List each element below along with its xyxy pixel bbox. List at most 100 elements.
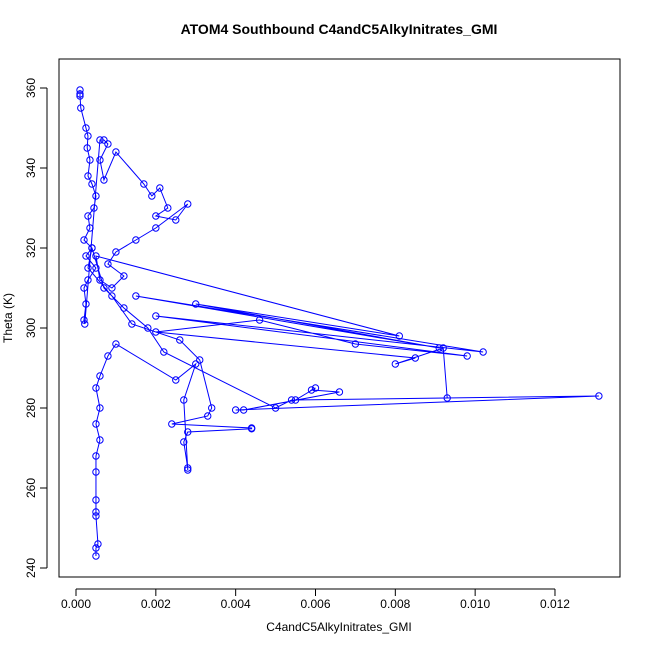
data-point — [100, 176, 108, 184]
data-point — [204, 412, 212, 420]
data-point — [96, 156, 104, 164]
data-point — [168, 420, 176, 428]
data-point — [84, 276, 92, 284]
data-point — [108, 292, 116, 300]
data-point — [92, 512, 100, 520]
data-point — [152, 328, 160, 336]
x-tick-label: 0.004 — [221, 597, 251, 611]
data-point — [92, 384, 100, 392]
data-point — [311, 384, 320, 392]
data-point — [335, 388, 344, 396]
chart-title: ATOM4 Southbound C4andC5AlkyInitrates_GM… — [181, 21, 498, 37]
data-point — [112, 340, 120, 348]
data-point — [160, 348, 168, 356]
data-point — [140, 180, 148, 188]
data-point — [180, 438, 188, 446]
data-point — [100, 284, 108, 292]
data-point — [92, 452, 100, 460]
data-point — [77, 104, 85, 112]
data-point — [184, 464, 192, 472]
x-tick-label: 0.008 — [380, 597, 410, 611]
data-point — [96, 436, 104, 444]
data-point — [132, 292, 140, 300]
data-point — [80, 284, 88, 292]
data-point — [92, 544, 100, 552]
data-point — [172, 216, 180, 224]
data-point — [82, 124, 90, 132]
data-point — [92, 192, 100, 200]
data-point — [595, 392, 603, 400]
data-point — [90, 204, 98, 212]
data-point — [92, 496, 100, 504]
data-point — [152, 224, 160, 232]
data-point — [435, 344, 443, 352]
data-point — [239, 406, 248, 414]
data-point — [196, 356, 204, 364]
data-point — [192, 300, 200, 308]
data-point — [86, 156, 94, 164]
data-point — [192, 360, 200, 368]
y-tick-label: 360 — [24, 78, 38, 98]
y-tick-label: 300 — [24, 318, 38, 338]
data-point — [351, 340, 360, 348]
data-point — [92, 508, 100, 516]
data-point — [80, 236, 88, 244]
data-point — [156, 184, 164, 192]
data-point — [291, 396, 300, 404]
y-tick-label: 260 — [24, 478, 38, 498]
data-point — [92, 420, 100, 428]
data-point — [463, 352, 471, 360]
x-tick-label: 0.000 — [61, 597, 91, 611]
data-point — [104, 352, 112, 360]
data-point — [184, 466, 192, 474]
data-point — [92, 264, 100, 272]
data-point — [439, 344, 447, 352]
data-point — [92, 468, 100, 476]
data-point — [132, 236, 140, 244]
data-point — [94, 540, 102, 548]
data-point — [84, 132, 92, 140]
data-point — [96, 276, 104, 284]
data-point — [148, 192, 156, 200]
data-point — [443, 394, 451, 402]
data-point — [164, 204, 172, 212]
data-point — [92, 552, 100, 560]
x-tick-label: 0.002 — [141, 597, 171, 611]
data-point — [180, 396, 188, 404]
data-point — [231, 406, 240, 414]
data-point — [104, 260, 112, 268]
data-point — [82, 300, 90, 308]
y-tick-label: 340 — [24, 158, 38, 178]
data-point — [247, 425, 256, 433]
data-point — [96, 136, 104, 144]
data-point — [96, 372, 104, 380]
data-point — [108, 284, 116, 292]
x-tick-label: 0.010 — [460, 597, 490, 611]
y-tick-label: 240 — [24, 558, 38, 578]
data-point — [255, 316, 264, 324]
data-point — [76, 92, 84, 100]
data-point — [88, 180, 96, 188]
x-tick-label: 0.012 — [540, 597, 570, 611]
plot-box — [58, 58, 621, 578]
data-point — [287, 396, 296, 404]
data-point — [271, 404, 280, 412]
data-point — [100, 136, 108, 144]
data-point — [81, 320, 89, 328]
data-point — [112, 148, 120, 156]
data-point — [184, 428, 192, 436]
data-point — [411, 354, 419, 362]
data-point — [96, 404, 104, 412]
data-point — [84, 212, 92, 220]
data-point — [208, 404, 216, 412]
data-point — [84, 172, 92, 180]
data-point — [391, 360, 400, 368]
data-point — [120, 304, 128, 312]
data-point — [152, 212, 160, 220]
data-point — [144, 324, 152, 332]
data-point — [176, 336, 184, 344]
data-line — [79, 90, 599, 556]
data-point — [172, 376, 180, 384]
